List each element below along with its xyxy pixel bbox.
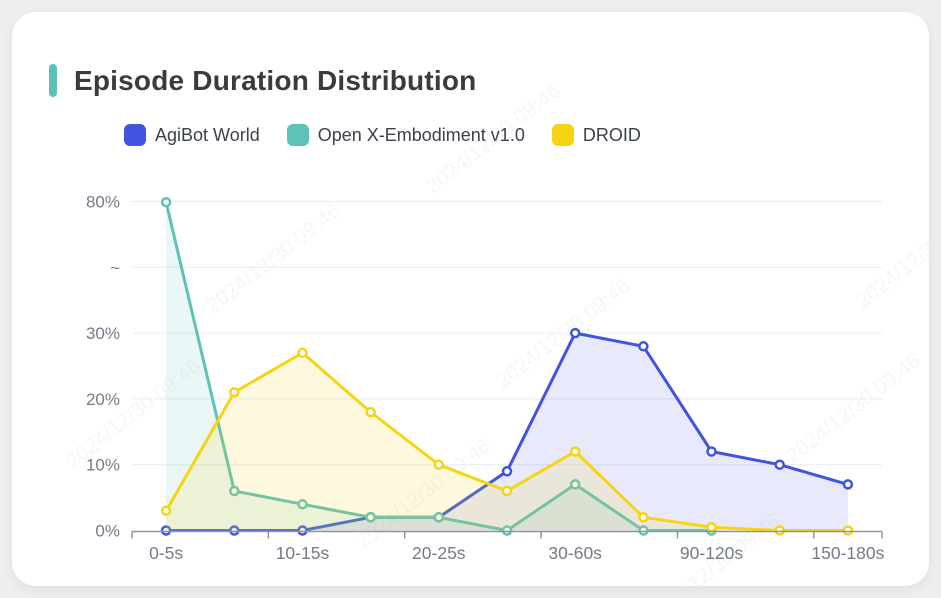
data-point[interactable]: [706, 446, 717, 457]
legend-marker-icon: [286, 124, 309, 146]
data-point[interactable]: [706, 521, 717, 533]
y-axis-label: 10%: [86, 456, 120, 475]
data-point[interactable]: [569, 479, 581, 490]
legend-label: DROID: [582, 124, 641, 145]
data-point[interactable]: [160, 196, 172, 208]
x-axis-label: 150-180s: [811, 543, 884, 563]
page-title: Episode Duration Distribution: [74, 64, 477, 96]
data-point[interactable]: [638, 341, 649, 352]
data-point[interactable]: [842, 479, 854, 490]
legend-label: Open X-Embodiment v1.0: [317, 124, 525, 145]
x-axis-label: 20-25s: [412, 543, 466, 563]
data-point[interactable]: [365, 406, 376, 418]
y-axis-label: 0%: [95, 522, 120, 541]
x-axis-label: 90-120s: [680, 543, 743, 563]
data-point[interactable]: [229, 387, 240, 398]
data-point[interactable]: [297, 498, 308, 510]
data-point[interactable]: [229, 485, 240, 497]
series-area-1: [166, 202, 712, 531]
chart-legend: AgiBot World Open X-Embodiment v1.0 DROID: [124, 124, 641, 146]
x-axis-label: 10-15s: [276, 543, 330, 563]
series-area-0: [166, 333, 848, 531]
data-point[interactable]: [160, 505, 172, 517]
chart-plot-area[interactable]: 0% 10% 20% 30% ~80% 0-5s 10-15s 20-25s 30-60s 90-…: [12, 12, 929, 586]
legend-label: AgiBot World: [155, 124, 260, 145]
data-point[interactable]: [638, 525, 649, 536]
legend-item-0[interactable]: AgiBot World: [124, 124, 260, 146]
data-point[interactable]: [774, 459, 785, 470]
x-axis-label: 0-5s: [149, 543, 183, 563]
legend-marker-icon: [124, 124, 146, 146]
chart-card: 2024/12/30 09:46 2024/12/30 09:46 2024/12/…: [12, 12, 929, 586]
legend-item-2[interactable]: DROID: [551, 124, 641, 146]
data-point[interactable]: [229, 525, 240, 536]
data-point[interactable]: [501, 466, 513, 477]
data-point[interactable]: [297, 347, 308, 359]
title-row: Episode Duration Distribution: [49, 64, 476, 97]
data-point[interactable]: [433, 459, 445, 470]
y-axis-label: 20%: [86, 390, 120, 409]
series-area-2: [166, 352, 848, 531]
y-axis-label: 80%: [86, 193, 120, 212]
data-point[interactable]: [842, 525, 854, 536]
data-point[interactable]: [638, 512, 649, 523]
data-point[interactable]: [365, 512, 376, 523]
y-axis-label: 30%: [86, 324, 120, 343]
legend-item-1[interactable]: Open X-Embodiment v1.0: [286, 124, 525, 146]
data-point[interactable]: [433, 512, 445, 523]
data-point[interactable]: [297, 525, 308, 536]
data-point[interactable]: [501, 485, 513, 497]
data-point[interactable]: [569, 446, 581, 457]
data-point[interactable]: [501, 525, 513, 536]
data-point[interactable]: [160, 525, 172, 536]
x-axis-label: 30-60s: [548, 543, 602, 563]
title-accent-bar: [49, 64, 57, 97]
data-point[interactable]: [774, 525, 785, 536]
y-axis-label: ~: [110, 258, 120, 277]
legend-marker-icon: [551, 124, 574, 146]
data-point[interactable]: [569, 327, 581, 339]
